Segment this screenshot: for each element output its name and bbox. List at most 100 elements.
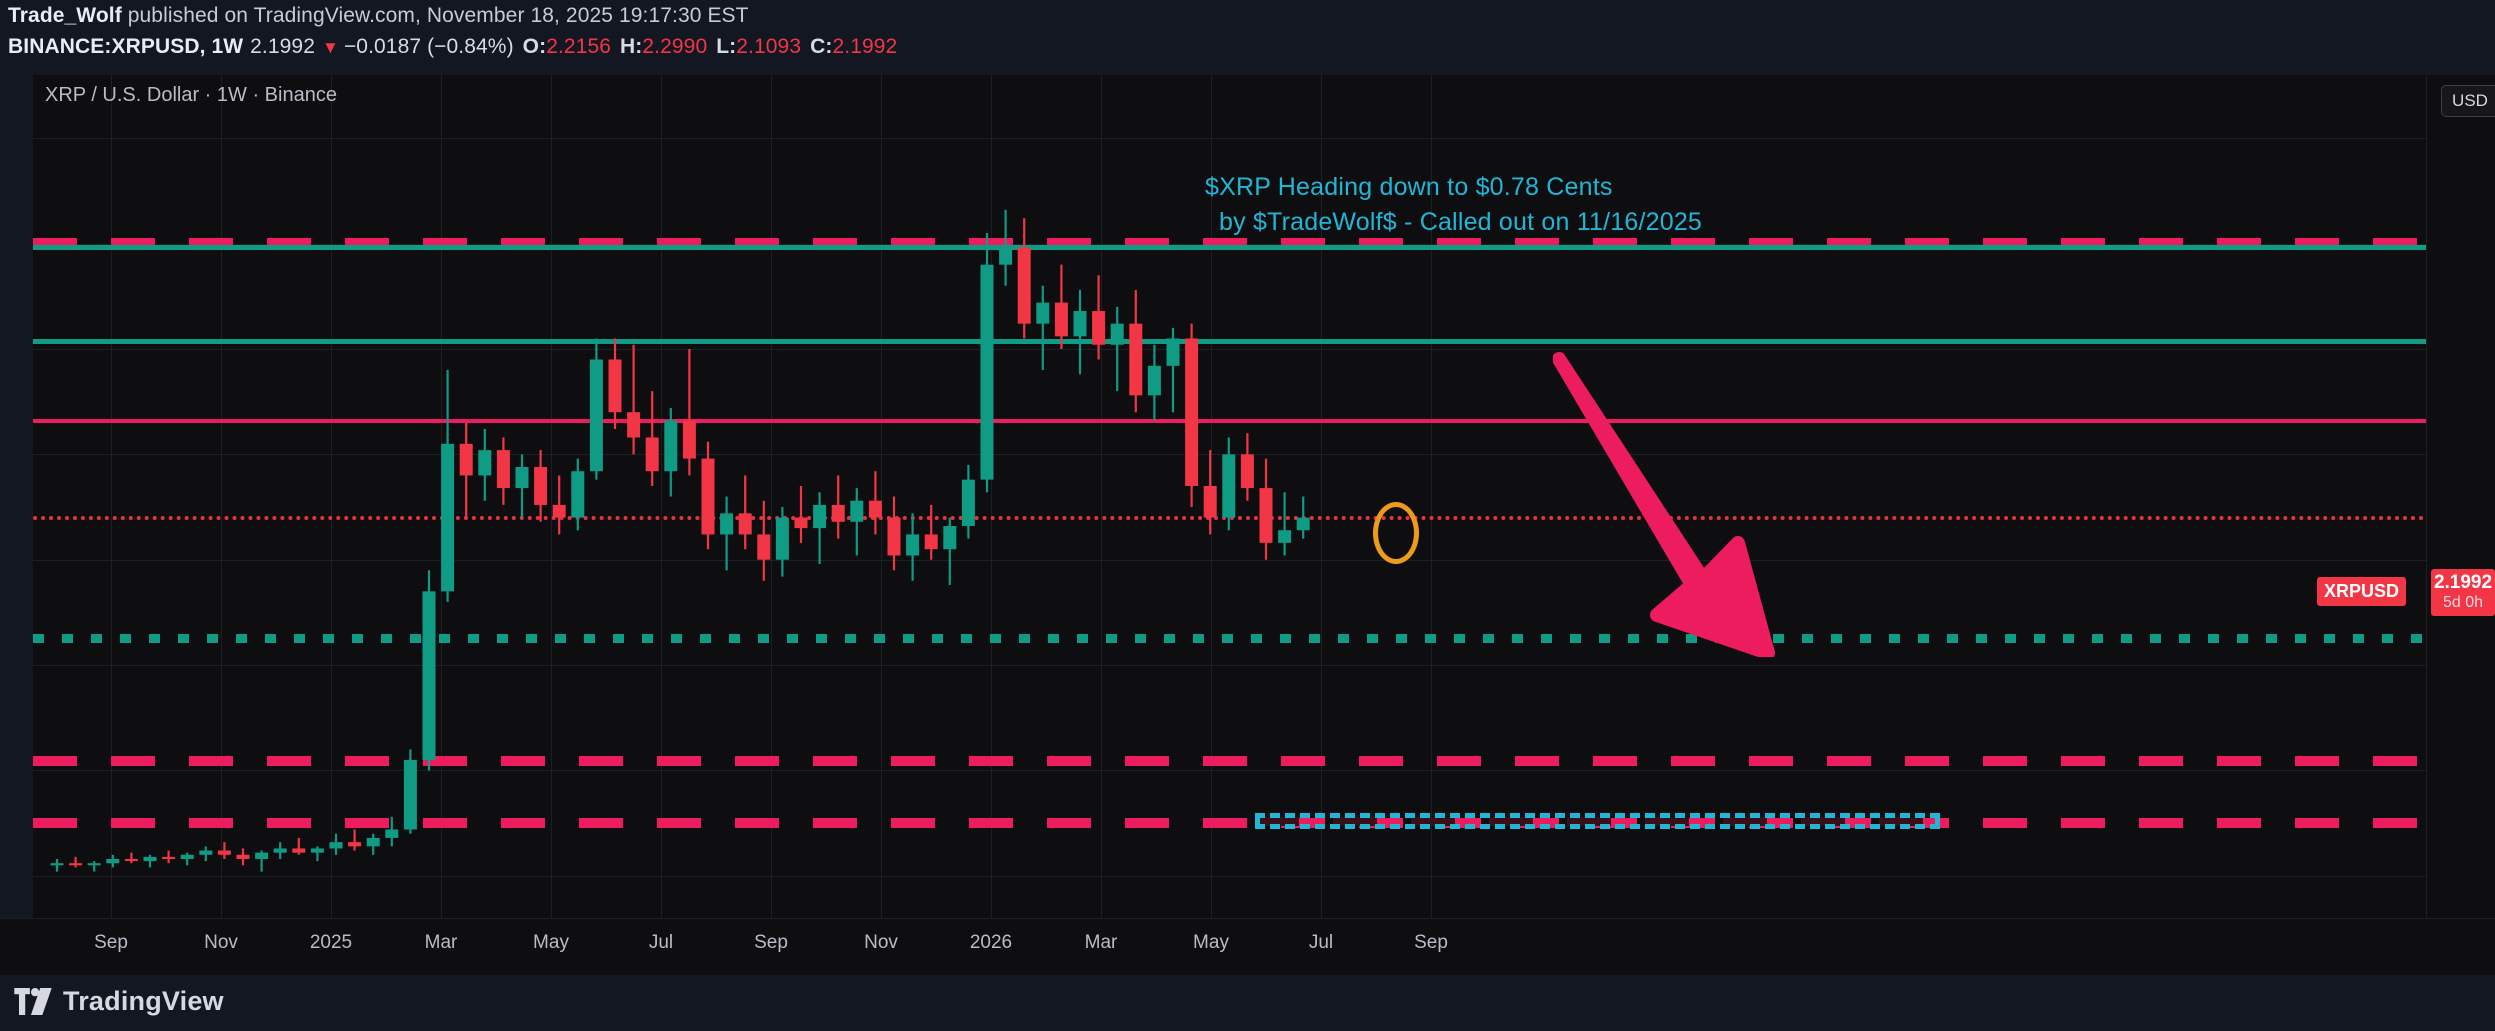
candle-body [422,591,436,760]
gridline-vertical [991,75,992,918]
candle-body [1017,247,1031,324]
time-axis-tick: Jul [648,932,674,953]
time-axis-tick: 2026 [969,932,1013,953]
candle-body [868,500,882,518]
resistance-line-3-5027[interactable] [33,238,2426,249]
candle-body [106,858,120,864]
candle-body [589,359,603,472]
candle-body [366,837,380,847]
publication-meta: published on TradingView.com, November 1… [121,4,749,27]
resistance-line-3-4804[interactable] [33,245,2426,251]
gridline-horizontal [33,665,2426,667]
chart-container[interactable]: $XRP Heading down to $0.78 Cents by $Tra… [0,75,2495,976]
price-change: −0.0187 (−0.84%) [343,35,514,58]
chart-left-gutter [0,75,35,918]
footer-bar: TradingView [0,975,2495,1031]
candle-body [1147,365,1161,396]
candlestick-series [50,209,1310,872]
last-price: 2.1992 [250,35,315,58]
candle-body [1129,323,1143,396]
candle-body [50,863,64,866]
author-name: Trade_Wolf [8,4,122,27]
candle-body [217,850,231,855]
time-axis-tick: May [1193,932,1229,953]
time-axis[interactable]: Sep Nov 2025 Mar May Jul Sep Nov 2026 Mar May Jul Se… [0,918,2495,976]
currency-badge[interactable]: USD [2441,85,2495,117]
annotation-byline: by $TradeWolf$ - Called out on 11/16/202… [1219,208,1703,236]
candle-body [180,854,194,859]
chart-plot-area[interactable]: $XRP Heading down to $0.78 Cents by $Tra… [33,75,2426,918]
time-axis-tick: Sep [754,932,788,953]
candle-body [1259,488,1273,543]
candle-body [1036,302,1050,324]
candle-body [69,863,83,866]
support-line-1-0472[interactable] [33,755,2426,766]
candle-body [757,534,771,560]
candle-body [720,513,734,535]
high-label: H: [620,35,643,58]
open-value: 2.2156 [546,35,612,58]
publication-line: Trade_Wolf published on TradingView.com,… [8,4,749,28]
gridline-vertical [881,75,882,918]
time-axis-tick: May [533,932,569,953]
candle-body [831,504,845,522]
candle-body [738,513,752,535]
target-zone-rectangle[interactable] [1255,812,1940,830]
candle-body [608,359,622,413]
current-symbol-badge: XRPUSD [2317,576,2407,606]
candle-body [943,526,957,550]
candle-body [459,443,473,476]
support-line-0-7489[interactable] [33,818,2426,829]
gridline-horizontal [33,348,2426,350]
open-label: O: [522,35,547,58]
candle-body [124,858,138,862]
candle-body [496,450,510,489]
tradingview-mark-icon [14,988,52,1015]
candle-body [310,848,324,853]
resistance-line-2-6568[interactable] [33,419,2426,424]
tradingview-logo[interactable]: TradingView [14,986,224,1017]
candle-body [236,854,250,859]
candle-body [329,842,343,849]
time-axis-tick: Jul [1308,932,1334,953]
current-price-value: 2.1992 [2433,571,2493,593]
down-arrow-annotation[interactable] [1553,347,1833,657]
header-bar: Trade_Wolf published on TradingView.com,… [0,0,2495,75]
gridline-horizontal [33,138,2426,140]
low-value: 2.1093 [736,35,802,58]
time-axis-tick: Mar [424,932,458,953]
candle-body [1110,323,1124,345]
price-axis[interactable]: USD 4.00002.50002.00001.50000.50003.5027… [2426,75,2495,918]
resistance-line-3-0350[interactable] [33,339,2426,345]
candle-body [478,450,492,476]
candle-body [850,500,864,522]
candle-body [143,856,157,862]
candle-body [664,420,678,472]
candle-body [515,466,529,489]
highlight-ellipse-marker[interactable] [1373,502,1419,564]
candle-body [1240,454,1254,489]
gridline-horizontal [33,770,2426,772]
time-axis-tick: Nov [864,932,898,953]
gridline-vertical [1321,75,1322,918]
candle-body [906,534,920,556]
time-axis-tick: Sep [94,932,128,953]
time-axis-tick: Sep [1414,932,1448,953]
bar-countdown: 5d 0h [2442,593,2484,611]
candle-body [1054,302,1068,337]
gridline-vertical [1431,75,1432,918]
candle-body [1278,530,1292,543]
candle-body [534,466,548,505]
down-triangle-icon: ▼ [322,38,339,57]
gridline-vertical [551,75,552,918]
close-label: C: [810,35,833,58]
time-axis-tick: Mar [1084,932,1118,953]
support-line-1-6252[interactable] [33,634,2426,644]
candle-body [273,848,287,853]
gridline-vertical [111,75,112,918]
candle-body [1222,454,1236,518]
chart-symbol-legend[interactable]: XRP / U.S. Dollar · 1W · Binance [45,84,337,106]
candle-body [199,850,213,855]
time-axis-tick: 2025 [309,932,353,953]
candle-body [403,759,417,830]
